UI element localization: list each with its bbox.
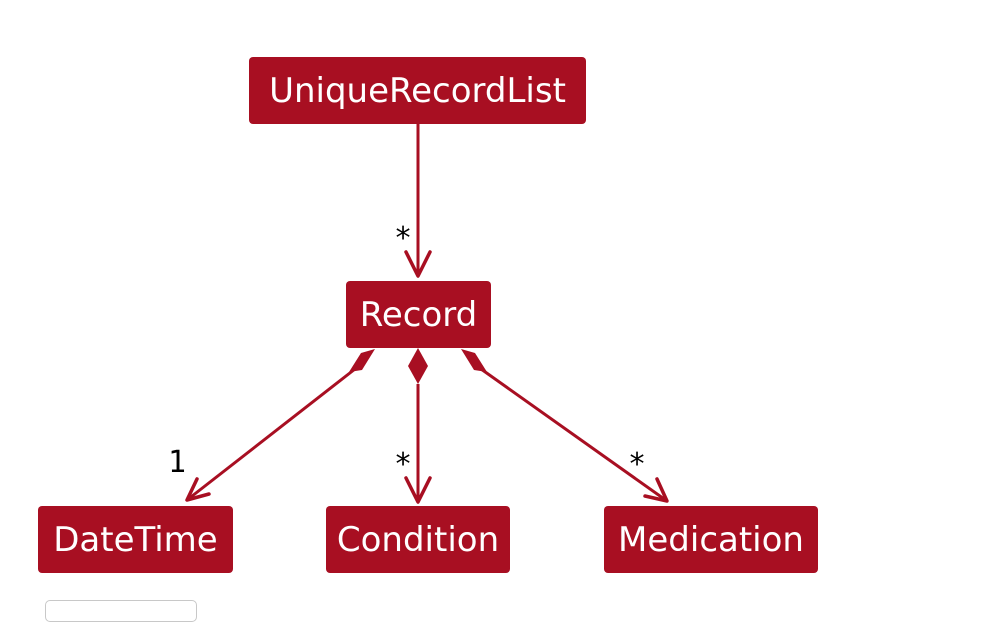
composition-diamond-icon: [408, 348, 428, 384]
multiplicity-label: *: [394, 221, 412, 256]
edge-record-to-condition: *: [394, 348, 432, 504]
node-box: [38, 506, 233, 573]
composition-diamond-icon: [461, 349, 487, 372]
node-condition: Condition: [326, 506, 510, 573]
node-label: UniqueRecordList: [269, 71, 566, 111]
composition-diamond-icon: [349, 349, 375, 372]
multiplicity-label: 1: [168, 445, 186, 480]
node-unique-record-list: UniqueRecordList: [249, 57, 586, 124]
node-box: [326, 506, 510, 573]
node-box: [249, 57, 586, 124]
partial-frame-edge: [45, 600, 197, 622]
class-diagram: * 1 * * UniqueRecordList Record DateTime…: [38, 57, 818, 573]
node-label: Medication: [618, 520, 804, 560]
node-box: [346, 281, 491, 348]
node-medication: Medication: [604, 506, 818, 573]
node-record: Record: [346, 281, 491, 348]
edge-list-to-record: *: [394, 124, 432, 278]
multiplicity-label: *: [394, 447, 412, 482]
arrow-head-icon: [643, 477, 669, 503]
edge-line: [186, 367, 356, 502]
edge-record-to-medication: *: [461, 349, 669, 503]
edge-line: [480, 367, 668, 503]
multiplicity-label: *: [628, 447, 646, 482]
arrow-head-icon: [404, 250, 432, 278]
node-label: Condition: [337, 520, 499, 560]
edge-record-to-datetime: 1: [168, 349, 375, 502]
node-datetime: DateTime: [38, 506, 233, 573]
arrow-head-icon: [404, 476, 432, 504]
node-box: [604, 506, 818, 573]
node-label: Record: [360, 295, 477, 335]
arrow-head-icon: [185, 477, 211, 502]
node-label: DateTime: [53, 520, 217, 560]
